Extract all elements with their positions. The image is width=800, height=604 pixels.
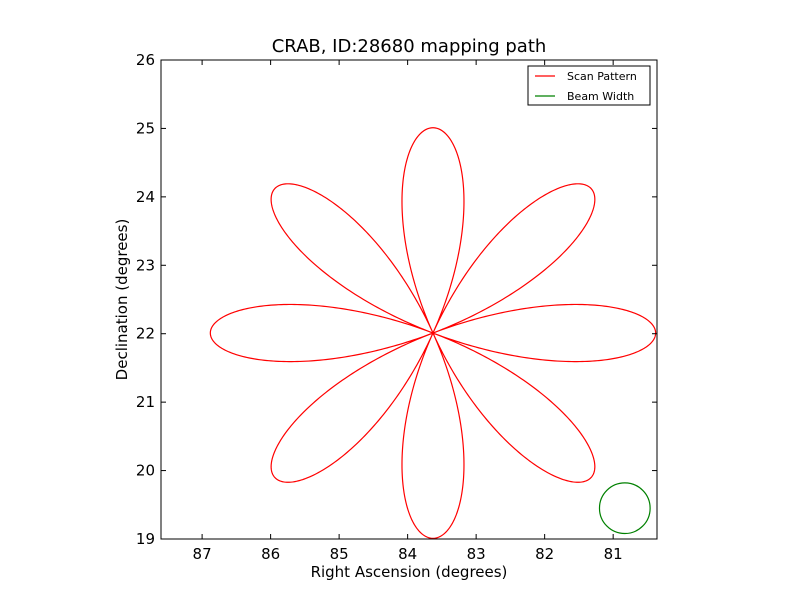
y-tick-label: 23 xyxy=(136,256,155,274)
y-tick-label: 26 xyxy=(136,51,155,69)
data-layer xyxy=(209,127,657,539)
x-axis: 87 86 85 84 83 82 81 xyxy=(193,60,623,563)
x-tick-label: 81 xyxy=(604,545,623,563)
x-axis-label: Right Ascension (degrees) xyxy=(311,563,508,581)
y-tick-label: 21 xyxy=(136,393,155,411)
y-axis-label: Declination (degrees) xyxy=(113,219,131,381)
beam-width-circle xyxy=(598,482,651,535)
x-tick-label: 85 xyxy=(330,545,349,563)
x-tick-label: 84 xyxy=(398,545,417,563)
legend-label-scan-pattern: Scan Pattern xyxy=(567,70,637,83)
legend: Scan Pattern Beam Width xyxy=(527,65,651,106)
x-tick-label: 82 xyxy=(535,545,554,563)
plot-area xyxy=(161,60,657,539)
x-tick-label: 86 xyxy=(261,545,280,563)
x-tick-label: 87 xyxy=(193,545,212,563)
y-tick-label: 22 xyxy=(136,325,155,343)
y-axis: 19 20 21 22 23 24 25 26 xyxy=(136,51,657,548)
y-tick-label: 20 xyxy=(136,462,155,480)
scan-pattern-line xyxy=(209,127,657,539)
y-tick-label: 24 xyxy=(136,188,155,206)
x-tick-label: 83 xyxy=(467,545,486,563)
legend-label-beam-width: Beam Width xyxy=(567,90,634,103)
y-tick-label: 25 xyxy=(136,119,155,137)
legend-box xyxy=(527,65,651,106)
plot-frame xyxy=(160,59,658,540)
chart-title: CRAB, ID:28680 mapping path xyxy=(272,36,547,57)
y-tick-label: 19 xyxy=(136,530,155,548)
